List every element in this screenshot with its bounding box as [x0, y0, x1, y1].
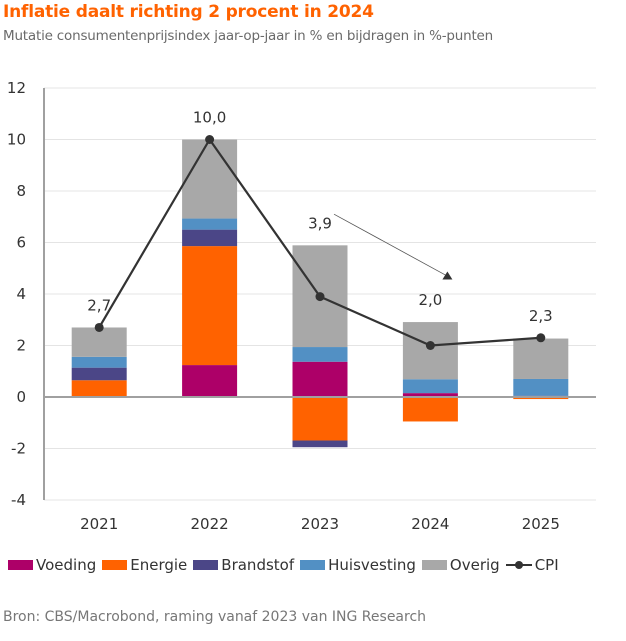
bar-segment-overig-2025 [513, 338, 569, 379]
bar-segment-huisvesting-2022 [182, 218, 238, 230]
bar-segment-brandstof-2021 [71, 367, 127, 381]
bar-segment-energie-2022 [182, 246, 238, 366]
legend-item-voeding: Voeding [8, 556, 96, 574]
legend-label: CPI [534, 556, 559, 574]
bar-segment-huisvesting-2021 [71, 356, 127, 368]
cpi-point-2022 [205, 135, 215, 144]
x-tick-label: 2025 [522, 515, 560, 533]
bar-segment-overig-2024 [402, 322, 458, 380]
legend-item-overig: Overig [421, 556, 500, 574]
chart-subtitle: Mutatie consumentenprijsindex jaar-op-ja… [3, 28, 494, 44]
cpi-point-2024 [425, 341, 435, 350]
legend-item-energie: Energie [102, 556, 187, 574]
bar-segment-brandstof-2023 [292, 440, 348, 448]
source-note: Bron: CBS/Macrobond, raming vanaf 2023 v… [3, 609, 427, 625]
bar-segment-energie-2025 [513, 397, 569, 400]
cpi-data-label: 3,9 [308, 214, 332, 232]
bar-segment-energie-2021 [71, 380, 127, 397]
legend-item-huisvesting: Huisvesting [300, 556, 416, 574]
legend-swatch [8, 560, 33, 570]
y-tick-label: 12 [7, 79, 26, 97]
bar-segment-energie-2024 [402, 397, 458, 422]
legend-swatch [193, 560, 219, 570]
trend-arrow [333, 213, 453, 280]
trend-arrow-line [333, 213, 447, 276]
legend-swatch [102, 560, 128, 570]
cpi-point-2021 [94, 322, 104, 332]
gridlines [44, 87, 596, 501]
bar-segment-brandstof-2022 [182, 229, 238, 247]
cpi-data-label: 2,0 [418, 291, 442, 309]
x-axis-ticks: 2021 2022 2023 2024 2025 [80, 515, 560, 533]
x-tick-label: 2023 [301, 515, 339, 533]
legend-label: Brandstof [221, 556, 295, 574]
bar-segment-overig-2021 [71, 327, 127, 357]
bar-segment-huisvesting-2025 [513, 378, 569, 396]
bar-segment-energie-2023 [292, 397, 348, 441]
y-tick-label: 8 [16, 182, 26, 200]
bars [71, 139, 569, 448]
y-axis-ticks: 12 10 8 6 4 2 0 -2 -4 [7, 79, 26, 509]
legend-label: Overig [449, 556, 500, 574]
cpi-data-label: 10,0 [193, 109, 226, 127]
legend-swatch [421, 560, 447, 570]
legend-swatch [300, 560, 326, 570]
data-labels: 2,7 10,0 3,9 2,0 2,3 [87, 109, 552, 325]
cpi-line-series [94, 135, 546, 350]
legend-label: Huisvesting [328, 556, 416, 574]
y-tick-label: 6 [16, 234, 26, 252]
chart-title: Inflatie daalt richting 2 procent in 202… [3, 2, 374, 22]
x-tick-label: 2021 [80, 515, 118, 533]
bar-segment-voeding-2024 [402, 393, 458, 397]
cpi-point-2025 [536, 333, 546, 343]
bar-segment-huisvesting-2024 [402, 379, 458, 394]
y-tick-label: 2 [16, 337, 26, 355]
legend-item-cpi: CPI [505, 556, 559, 574]
cpi-data-label: 2,7 [87, 296, 111, 314]
y-tick-label: 10 [7, 131, 26, 149]
y-tick-label: -2 [11, 440, 26, 458]
bar-segment-overig-2022 [182, 139, 238, 219]
trend-arrow-head [442, 271, 453, 280]
x-tick-label: 2024 [411, 515, 449, 533]
legend-label: Energie [130, 556, 188, 574]
x-tick-label: 2022 [191, 515, 229, 533]
legend-label: Voeding [36, 556, 97, 574]
legend-item-brandstof: Brandstof [193, 556, 294, 574]
y-tick-label: 4 [16, 285, 26, 303]
legend-line-marker [505, 560, 532, 570]
bar-segment-voeding-2023 [292, 361, 348, 397]
cpi-point-2023 [315, 292, 325, 302]
bar-segment-voeding-2022 [182, 365, 238, 397]
bar-segment-huisvesting-2023 [292, 347, 348, 362]
y-tick-label: 0 [16, 388, 26, 406]
cpi-data-label: 2,3 [529, 307, 553, 325]
y-tick-label: -4 [11, 491, 26, 509]
legend: Voeding Energie Brandstof Huisvesting Overig… [8, 556, 565, 574]
